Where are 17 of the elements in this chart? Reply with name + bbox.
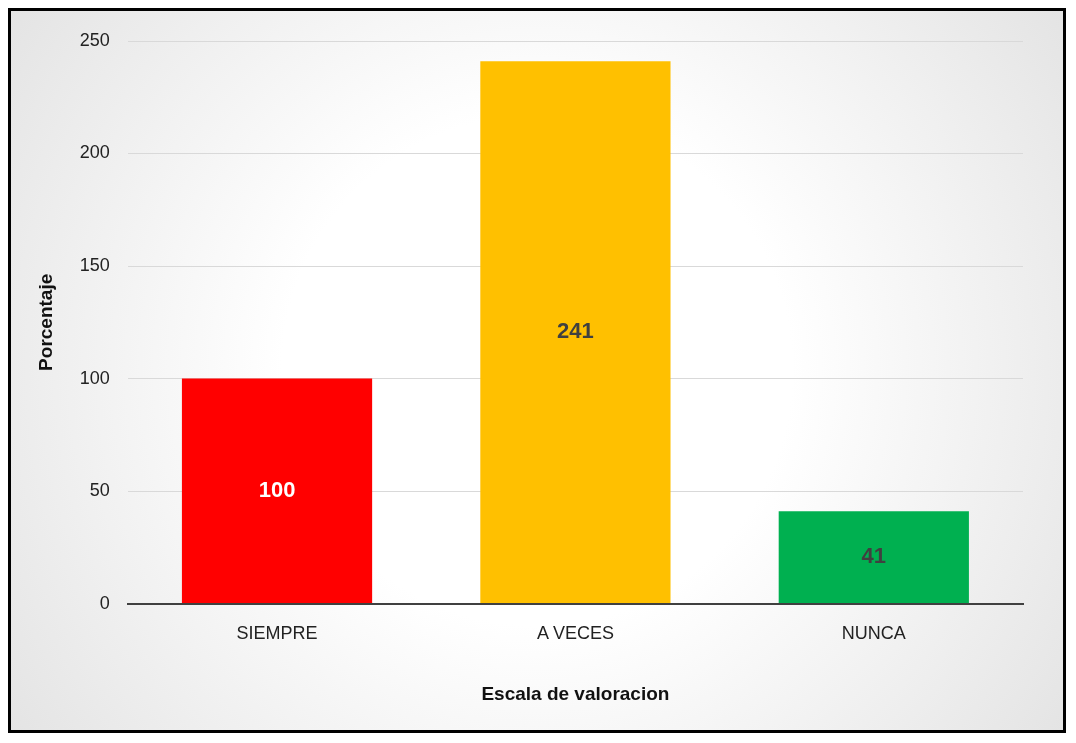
bar (778, 511, 969, 604)
x-tick-label: NUNCA (841, 623, 906, 644)
y-tick-label: 250 (79, 29, 110, 50)
y-tick-label: 200 (79, 142, 110, 163)
data-label: 41 (861, 543, 887, 569)
y-axis-title: Porcentaje (34, 273, 56, 371)
y-tick-label: 50 (89, 480, 110, 501)
data-label: 241 (557, 318, 594, 344)
y-tick-label: 150 (79, 255, 110, 276)
y-tick-label: 0 (99, 592, 110, 613)
bar (181, 378, 373, 604)
x-axis-title: Escala de valoracion (481, 682, 670, 704)
x-tick-label: SIEMPRE (236, 623, 318, 644)
x-tick-label: A VECES (536, 623, 614, 644)
bar (480, 61, 671, 604)
y-tick-label: 100 (79, 367, 110, 388)
data-label: 100 (258, 476, 296, 502)
